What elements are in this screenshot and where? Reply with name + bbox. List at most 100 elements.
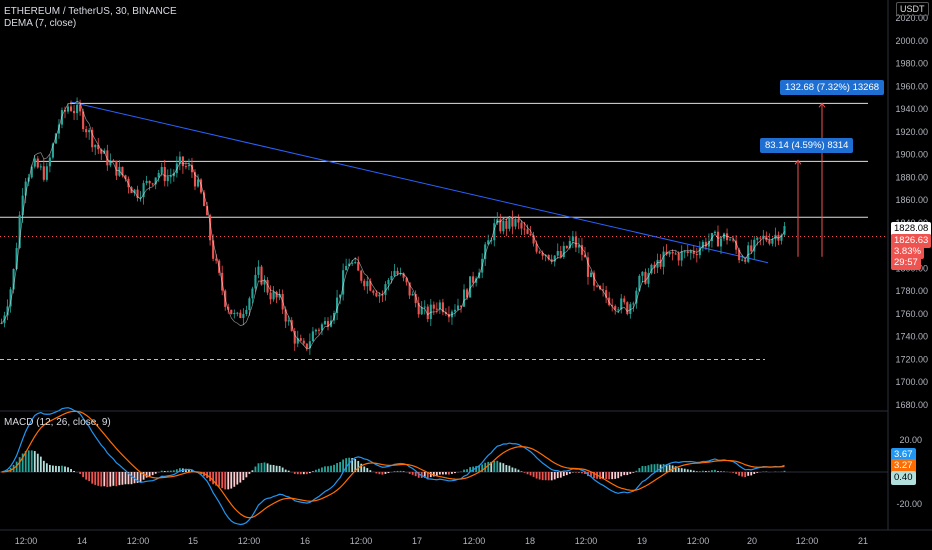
dema-value-tag: 1826.63: [891, 234, 932, 248]
candle-body: [342, 270, 345, 295]
candle-body: [735, 240, 738, 250]
candle-body: [750, 245, 753, 252]
candle-body: [6, 306, 9, 316]
candle-body: [351, 262, 354, 264]
candle-body: [695, 254, 698, 256]
candle-body: [611, 305, 614, 307]
measure-label-small[interactable]: 83.14 (4.59%) 8314: [760, 138, 854, 153]
candle-body: [284, 309, 287, 322]
candle-body: [710, 233, 713, 242]
price-tick-label: 1860.00: [895, 195, 928, 205]
candle-body: [9, 289, 12, 307]
time-tick-label: 12:00: [687, 536, 710, 546]
candle-body: [589, 272, 593, 277]
candle-body: [94, 144, 97, 148]
candle-body: [689, 250, 692, 254]
candle-body: [623, 298, 626, 303]
candle-body: [420, 307, 423, 315]
candle-body: [459, 305, 463, 307]
candle-body: [272, 291, 275, 300]
candle-body: [97, 144, 100, 150]
descending-trendline: [71, 101, 769, 264]
candle-body: [199, 179, 203, 193]
candle-body: [671, 251, 674, 254]
candle-body: [357, 262, 360, 271]
candle-body: [514, 218, 517, 227]
candle-body: [332, 312, 336, 321]
dema-indicator-label[interactable]: DEMA (7, close): [4, 18, 77, 29]
trendline[interactable]: [71, 101, 769, 264]
candle-body: [345, 265, 348, 271]
candle-body: [692, 250, 695, 255]
macd-tick-label: -20.00: [896, 499, 922, 509]
measure-tools[interactable]: [794, 102, 826, 257]
candle-body: [21, 195, 24, 216]
candle-body: [230, 309, 233, 315]
candle-body: [100, 149, 103, 154]
price-tick-label: 2000.00: [895, 36, 928, 46]
price-axis[interactable]: 2020.00 2000.00 1980.00 1960.00 1940.00 1920.…: [895, 13, 928, 410]
candle-body: [372, 290, 375, 293]
candle-body: [66, 106, 70, 112]
candle-body: [317, 329, 320, 331]
candle-body: [435, 308, 438, 310]
candle-body: [656, 259, 659, 268]
symbol-title: ETHEREUM / TetherUS, 30, BINANCE: [4, 6, 177, 17]
price-tick-label: 1920.00: [895, 127, 928, 137]
candle-body: [768, 240, 771, 244]
candle-body: [484, 244, 487, 259]
candle-body: [251, 288, 254, 299]
countdown-tag: 29:57: [891, 256, 921, 270]
candle-body: [532, 235, 535, 244]
candle-body: [257, 266, 260, 275]
price-tick-label: 1760.00: [895, 309, 928, 319]
candle-body: [526, 229, 529, 234]
candle-body: [608, 297, 611, 306]
candle-body: [511, 217, 514, 227]
candle-body: [744, 259, 747, 262]
candle-body: [366, 281, 369, 287]
candle-body: [24, 181, 27, 196]
candle-body: [127, 178, 130, 188]
candle-body: [738, 249, 741, 261]
candle-body: [493, 223, 496, 241]
candle-body: [653, 264, 656, 268]
candle-body: [33, 158, 36, 167]
macd-tick-label: 20.00: [899, 435, 922, 445]
currency-button[interactable]: USDT: [896, 2, 929, 16]
candle-body: [148, 180, 151, 184]
candle-body: [184, 166, 187, 168]
candle-body: [650, 264, 653, 274]
candle-body: [260, 266, 263, 285]
candle-body: [206, 206, 209, 216]
time-tick-label: 18: [525, 536, 535, 546]
candle-body: [209, 215, 212, 241]
candle-body: [396, 270, 399, 275]
candle-body: [133, 189, 136, 194]
candle-body: [239, 312, 242, 318]
candle-body: [614, 306, 617, 310]
measure-label-large[interactable]: 132.68 (7.32%) 13268: [780, 80, 885, 95]
candle-body: [704, 241, 707, 247]
candle-body: [707, 241, 710, 247]
candle-body: [112, 160, 115, 162]
horizontal-levels[interactable]: [0, 102, 888, 360]
candle-body: [490, 240, 493, 242]
candle-body: [151, 183, 154, 185]
candle-body: [716, 231, 720, 247]
time-axis[interactable]: 12:00 14 12:00 15 12:00 16 12:00 17 12:00 18 12:00…: [15, 536, 868, 546]
candle-body: [248, 298, 251, 311]
macd-indicator-label[interactable]: MACD (12, 26, close, 9): [4, 417, 111, 428]
measure-arrow: [818, 102, 826, 108]
candle-body: [417, 302, 420, 315]
candle-body: [124, 175, 127, 179]
candle-body: [753, 239, 756, 252]
candle-body: [69, 106, 73, 111]
candle-body: [665, 251, 668, 255]
candle-body: [175, 163, 178, 174]
candle-body: [553, 255, 556, 262]
candle-body: [163, 167, 166, 182]
time-tick-label: 14: [77, 536, 87, 546]
macd-axis[interactable]: 20.00 -20.00: [896, 435, 922, 509]
